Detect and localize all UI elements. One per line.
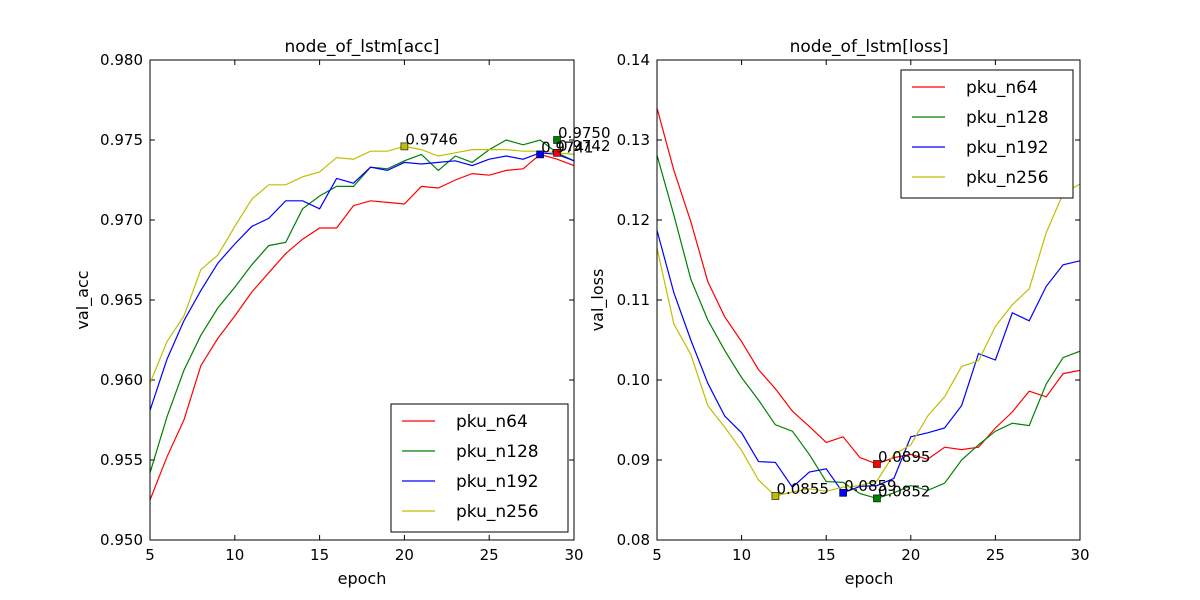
loss-legend: pku_n64 pku_n128 pku_n192 pku_n256 xyxy=(900,69,1074,199)
loss-legend-label: pku_n64 xyxy=(966,78,1038,98)
loss-best-point-marker xyxy=(771,492,780,500)
loss-best-point-marker xyxy=(873,494,881,503)
loss-series-line-pku-n64 xyxy=(656,107,1081,465)
loss-xtick-label: 10 xyxy=(732,546,751,564)
loss-xtick-label: 25 xyxy=(986,546,1005,564)
acc-best-point-marker xyxy=(536,150,544,159)
acc-legend: pku_n64 pku_n128 pku_n192 pku_n256 xyxy=(390,403,569,533)
loss-best-point-label: 0.0855 xyxy=(776,480,829,498)
loss-ytick-label: 0.11 xyxy=(617,291,650,309)
acc-ytick-label: 0.955 xyxy=(100,451,143,469)
loss-ytick-label: 0.08 xyxy=(617,531,650,549)
acc-best-point-label: 0.9741 xyxy=(541,138,594,156)
loss-chart-ylabel: val_loss xyxy=(588,269,608,332)
loss-chart-panel: node_of_lstm[loss] epoch val_loss 5 10 15 2… xyxy=(588,37,1090,588)
acc-best-point-marker xyxy=(553,149,561,157)
acc-series-line-pku-n256 xyxy=(149,145,575,384)
loss-legend-label: pku_n128 xyxy=(966,108,1049,128)
acc-best-point-label: 0.9746 xyxy=(405,130,458,148)
acc-best-point-label: 0.9742 xyxy=(558,137,611,155)
acc-xtick-label: 5 xyxy=(145,546,155,564)
acc-ytick-label: 0.950 xyxy=(100,531,143,549)
loss-series-line-pku-n192 xyxy=(656,230,1081,494)
acc-series-line-pku-n128 xyxy=(149,139,575,473)
acc-plot-area: 5 10 15 20 25 30 0.950 0.955 0.960 0.965 0.970 0.97… xyxy=(100,51,610,564)
acc-xtick-label: 25 xyxy=(480,546,499,564)
loss-xtick-label: 15 xyxy=(817,546,836,564)
acc-xtick-label: 10 xyxy=(225,546,244,564)
acc-chart-xlabel: epoch xyxy=(338,569,387,588)
loss-best-point-marker xyxy=(839,488,847,497)
loss-ytick-label: 0.13 xyxy=(617,131,650,149)
acc-legend-label: pku_n256 xyxy=(456,502,539,522)
acc-xtick-label: 20 xyxy=(395,546,414,564)
acc-axes-frame xyxy=(149,59,575,541)
loss-chart-title: node_of_lstm[loss] xyxy=(790,37,949,57)
acc-xtick-label: 30 xyxy=(564,546,583,564)
acc-ytick-label: 0.960 xyxy=(100,371,143,389)
acc-legend-label: pku_n192 xyxy=(456,472,539,492)
acc-best-point-marker xyxy=(553,136,561,144)
loss-ytick-label: 0.14 xyxy=(617,51,650,69)
loss-ytick-label: 0.09 xyxy=(617,451,650,469)
acc-chart-ylabel: val_acc xyxy=(73,270,93,329)
loss-series-line-pku-n256 xyxy=(656,183,1081,497)
acc-chart-panel: node_of_lstm[acc] epoch val_acc 5 10 15 20 2… xyxy=(73,37,611,588)
acc-ytick-label: 0.980 xyxy=(100,51,143,69)
acc-series-line-pku-n64 xyxy=(149,153,575,501)
acc-chart-title: node_of_lstm[acc] xyxy=(285,37,440,57)
acc-best-point-label: 0.9750 xyxy=(558,124,611,142)
loss-xtick-label: 30 xyxy=(1070,546,1089,564)
loss-xtick-label: 20 xyxy=(901,546,920,564)
loss-axes-frame xyxy=(656,59,1081,541)
acc-legend-label: pku_n64 xyxy=(456,412,528,432)
loss-best-point-label: 0.0852 xyxy=(878,482,931,500)
loss-best-point-label: 0.0895 xyxy=(878,448,931,466)
acc-series-line-pku-n192 xyxy=(149,152,575,411)
loss-legend-label: pku_n256 xyxy=(966,168,1049,188)
loss-best-point-marker xyxy=(873,460,881,468)
loss-xtick-label: 5 xyxy=(652,546,662,564)
loss-series-line-pku-n128 xyxy=(656,155,1081,500)
acc-ytick-label: 0.975 xyxy=(100,131,143,149)
loss-chart-xlabel: epoch xyxy=(845,569,894,588)
acc-xtick-label: 15 xyxy=(310,546,329,564)
acc-legend-label: pku_n128 xyxy=(456,442,539,462)
acc-ytick-label: 0.965 xyxy=(100,291,143,309)
loss-legend-label: pku_n192 xyxy=(966,138,1049,158)
loss-plot-area: 5 10 15 20 25 30 0.08 0.09 0.10 0.11 0.12 0.13 0.14 0… xyxy=(617,51,1090,564)
loss-ytick-label: 0.12 xyxy=(617,211,650,229)
acc-best-point-marker xyxy=(400,142,409,151)
loss-ytick-label: 0.10 xyxy=(617,371,650,389)
loss-best-point-label: 0.0859 xyxy=(844,477,897,495)
acc-ytick-label: 0.970 xyxy=(100,211,143,229)
